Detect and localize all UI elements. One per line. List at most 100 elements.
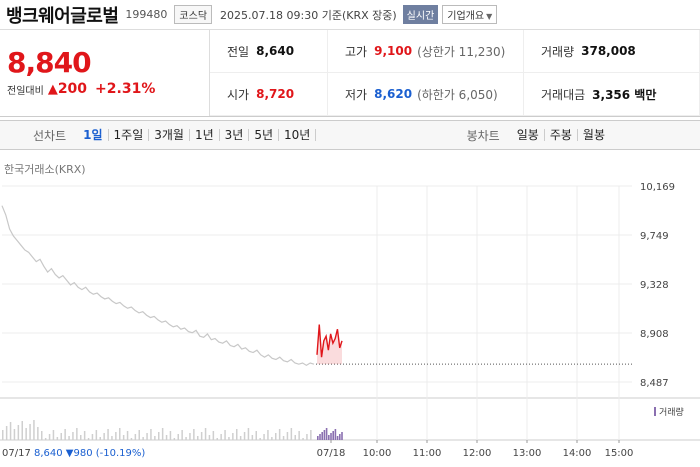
realtime-button[interactable]: 실시간: [402, 5, 439, 24]
high-label: 고가: [345, 44, 368, 59]
stock-header: 뱅크웨어글로벌 199480 코스닥 2025.07.18 09:30 기준(K…: [0, 0, 700, 30]
volume-bar: [72, 432, 74, 440]
volume-bar: [332, 431, 334, 440]
volume-bar: [204, 428, 207, 440]
prev-day-price-line: [1, 205, 315, 367]
open-cell: 시가 8,720: [210, 73, 328, 116]
volume-bar: [251, 435, 254, 440]
tab-3year[interactable]: 3년: [220, 129, 250, 141]
volume-bar: [111, 436, 113, 440]
price-summary: 8,840 전일대비 ▲ 200 +2.31%: [0, 30, 210, 116]
change-value: 200: [57, 81, 88, 97]
volume-bar: [259, 438, 261, 440]
volume-bar: [208, 435, 211, 440]
volume-bar: [306, 434, 308, 440]
volume-bar: [115, 432, 117, 440]
candle-chart-label: 봉차트: [466, 128, 500, 143]
tab-1week[interactable]: 1주일: [109, 129, 150, 141]
volume-legend-label: 거래량: [659, 406, 684, 418]
volume-bar: [185, 437, 187, 440]
volume-bar: [216, 438, 218, 440]
x-tick-label: 11:00: [413, 448, 442, 459]
volume-legend-swatch: [654, 407, 656, 416]
volume-bar: [341, 432, 343, 440]
volume-bar: [142, 437, 144, 440]
axis-labels: 10,169 9,749 9,328 8,908 8,487 07/18 10:00 11:0…: [2, 182, 684, 459]
volume-bar: [130, 438, 133, 440]
volume-bar: [134, 434, 137, 440]
y-tick-label: 8,487: [640, 378, 669, 389]
volume-bar: [165, 435, 168, 440]
volume-bar: [278, 429, 281, 440]
volume-bar: [126, 431, 129, 440]
as-of-time: 2025.07.18 09:30 기준(KRX 장중): [220, 8, 397, 22]
price-chart-area[interactable]: 한국거래소(KRX) 10,169 9,749 9,328 8,908 8,487 07/…: [0, 150, 700, 464]
start-date-label: 07/17: [2, 448, 31, 459]
trade-value-cell: 거래대금 3,356 백만: [524, 73, 700, 116]
high-cell: 고가 9,100 (상한가 11,230): [328, 30, 524, 73]
volume-bar: [263, 434, 265, 440]
x-tick-label: 10:00: [363, 448, 392, 459]
tab-weekly-candle[interactable]: 주봉: [545, 129, 578, 141]
price-chart[interactable]: 10,169 9,749 9,328 8,908 8,487 07/18 10:00 11:0…: [0, 150, 700, 464]
volume-bar: [200, 432, 203, 440]
lower-limit: (하한가 6,050): [417, 87, 498, 102]
trade-value-label: 거래대금: [541, 87, 586, 102]
volume-bar: [267, 430, 269, 440]
tab-monthly-candle[interactable]: 월봉: [582, 128, 605, 142]
volume-bar: [255, 431, 257, 440]
chart-period-tabs: 선차트 1일 1주일 3개월 1년 3년 5년 10년 봉차트 일봉 주봉 월봉: [0, 120, 700, 150]
volume-value: 378,008: [581, 44, 636, 58]
volume-bar: [29, 424, 31, 440]
volume-bar: [44, 438, 47, 440]
trade-value: 3,356 백만: [592, 87, 657, 102]
volume-bar: [328, 435, 330, 440]
volume-bar: [41, 431, 43, 440]
company-overview-dropdown[interactable]: 기업개요 ▼: [442, 5, 498, 24]
volume-bar: [302, 438, 304, 440]
chart-source: 한국거래소(KRX): [4, 163, 86, 176]
chart-grid: [0, 185, 700, 443]
volume-bar: [25, 428, 27, 440]
volume-bar: [48, 434, 51, 440]
tab-daily-candle[interactable]: 일봉: [512, 129, 545, 141]
volume-bar: [220, 434, 222, 440]
volume-bar: [150, 429, 152, 440]
volume-bar: [107, 429, 109, 440]
volume-bar: [52, 430, 55, 440]
volume-label: 거래량: [541, 44, 575, 59]
tab-10year[interactable]: 10년: [279, 129, 317, 141]
volume-bar: [197, 436, 199, 440]
y-tick-label: 8,908: [640, 329, 669, 340]
volume-bar: [60, 433, 62, 440]
chevron-down-icon: ▼: [486, 12, 493, 21]
volume-bar: [275, 433, 277, 440]
volume-cell: 거래량 378,008: [524, 30, 700, 73]
volume-bar: [138, 430, 140, 440]
volume-bar: [80, 435, 82, 440]
low-cell: 저가 8,620 (하한가 6,050): [328, 73, 524, 116]
prev-close-label: 전일: [227, 44, 250, 59]
volume-bar: [189, 433, 191, 440]
volume-bar: [298, 431, 300, 440]
volume-bar: [319, 434, 321, 440]
tab-1day[interactable]: 1일: [78, 129, 109, 141]
volume-bar: [243, 432, 246, 440]
company-overview-label: 기업개요: [447, 11, 485, 22]
quote-grid: 전일 8,640 고가 9,100 (상한가 11,230) 거래량 378,0…: [210, 30, 700, 116]
volume-bar: [13, 429, 16, 440]
volume-bar: [169, 431, 172, 440]
y-tick-label: 9,328: [640, 280, 669, 291]
volume-bar: [173, 438, 176, 440]
volume-bar: [294, 435, 296, 440]
change-percent: +2.31%: [95, 81, 156, 97]
tab-3month[interactable]: 3개월: [149, 129, 190, 141]
volume-bar: [321, 432, 323, 440]
stock-code: 199480: [125, 8, 168, 21]
volume-bar: [64, 429, 66, 440]
tab-5year[interactable]: 5년: [249, 129, 280, 141]
price-change: 전일대비 ▲ 200 +2.31%: [7, 81, 209, 97]
price-lines: [1, 205, 632, 367]
tab-1year[interactable]: 1년: [190, 129, 220, 141]
y-tick-label: 9,749: [640, 231, 669, 242]
